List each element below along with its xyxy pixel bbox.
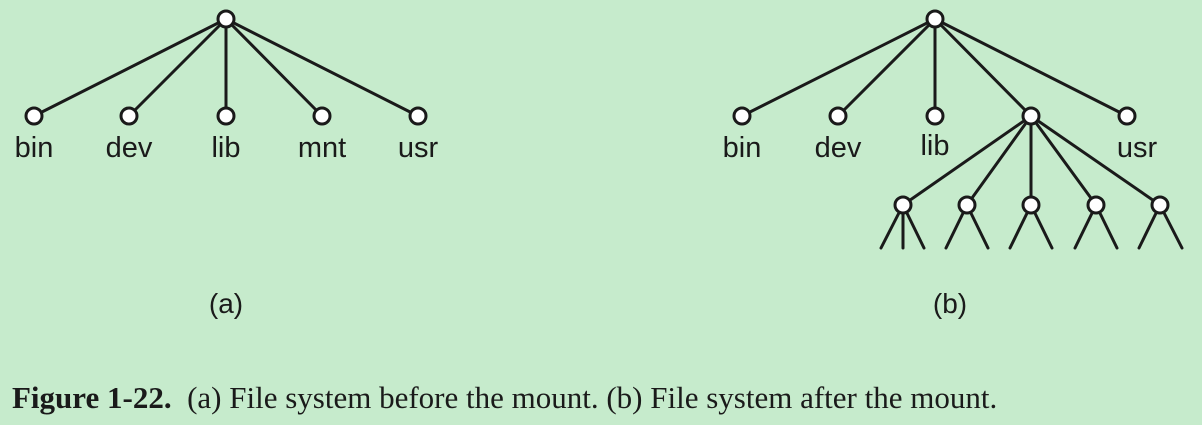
mount-diagram: bin dev lib mnt usr (a) xyxy=(15,9,1184,319)
caption-text: (a) File system before the mount. (b) Fi… xyxy=(187,380,998,415)
tree-b-label-lib: lib xyxy=(920,130,949,162)
tree-a-mnt-node xyxy=(312,106,332,126)
tree-b-child-node-2 xyxy=(957,195,977,215)
tree-b-label-bin: bin xyxy=(723,132,762,164)
tree-a-usr-node xyxy=(408,106,428,126)
tree-b-bin-node xyxy=(732,106,752,126)
panel-a-sublabel: (a) xyxy=(209,288,243,319)
figure-caption: Figure 1-22. (a) File system before the … xyxy=(12,380,997,416)
tree-a-nodes xyxy=(24,9,428,126)
tree-b-edges xyxy=(740,17,1184,250)
tree-a-label-lib: lib xyxy=(211,132,240,164)
tree-a-label-mnt: mnt xyxy=(298,132,346,164)
tree-b-nodes xyxy=(732,9,1170,215)
tree-a-dev-node xyxy=(119,106,139,126)
tree-b-child-node-1 xyxy=(893,195,913,215)
tree-a-root-node xyxy=(216,9,236,29)
tree-b-label-usr: usr xyxy=(1117,132,1158,164)
tree-b-root-node xyxy=(925,9,945,29)
tree-a-bin-node xyxy=(24,106,44,126)
tree-b-dev-node xyxy=(828,106,848,126)
tree-a-label-usr: usr xyxy=(398,132,439,164)
figure-number: Figure 1-22. xyxy=(12,380,172,415)
tree-b-child-node-4 xyxy=(1086,195,1106,215)
tree-b-child-node-3 xyxy=(1021,195,1041,215)
tree-b-lib-node xyxy=(925,106,945,126)
tree-a-label-bin: bin xyxy=(15,132,54,164)
tree-a-label-dev: dev xyxy=(106,132,153,164)
tree-b-label-dev: dev xyxy=(815,132,862,164)
tree-a-edges xyxy=(32,17,420,118)
tree-b-usr-node xyxy=(1117,106,1137,126)
tree-b-mount-point-node xyxy=(1021,106,1041,126)
panel-b-sublabel: (b) xyxy=(933,288,967,319)
tree-a-lib-node xyxy=(216,106,236,126)
tree-b-child-node-5 xyxy=(1150,195,1170,215)
